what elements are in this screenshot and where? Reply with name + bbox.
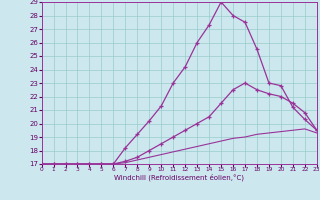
X-axis label: Windchill (Refroidissement éolien,°C): Windchill (Refroidissement éolien,°C) bbox=[114, 174, 244, 181]
